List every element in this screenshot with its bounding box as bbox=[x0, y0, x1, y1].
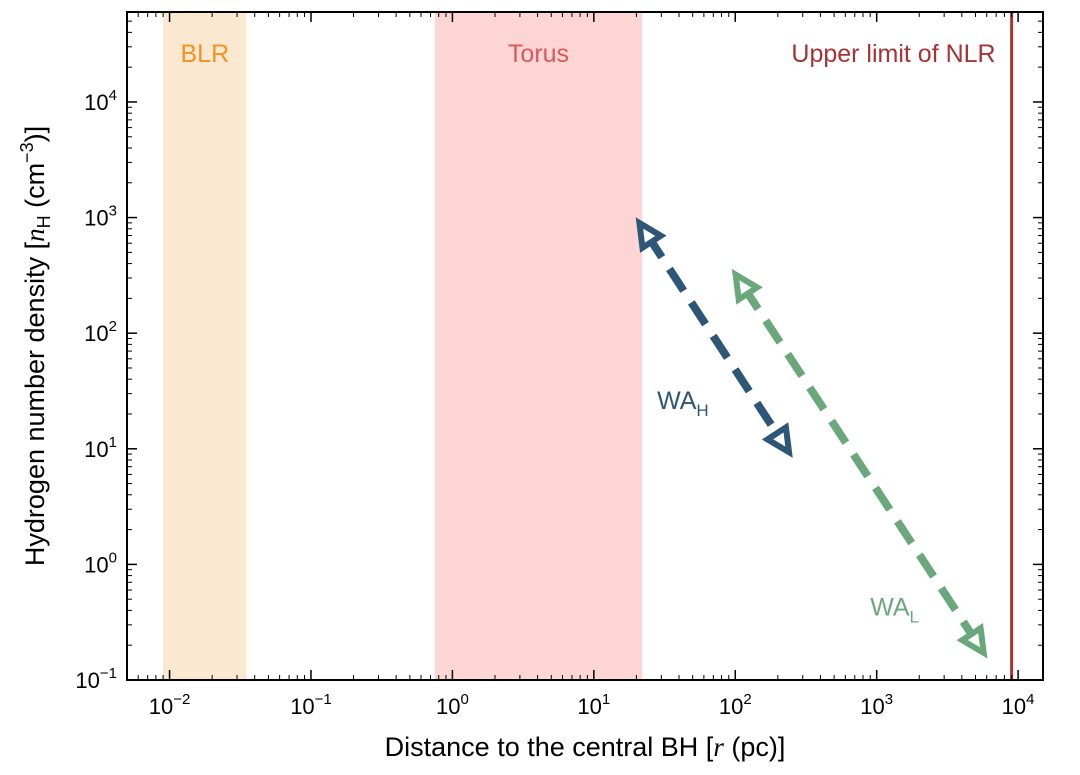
x-tick-label: 10−1 bbox=[290, 691, 332, 719]
region-torus-label: Torus bbox=[508, 40, 569, 68]
annotation-labels: BLR Torus Upper limit of NLR WAH WAL bbox=[180, 40, 995, 627]
y-axis-title: Hydrogen number density [nH (cm−3)] bbox=[17, 126, 54, 566]
plot-frame bbox=[126, 11, 1044, 681]
series-wa-h-end-marker bbox=[761, 422, 793, 458]
axis-ticks bbox=[126, 11, 1043, 681]
region-torus-band bbox=[434, 12, 643, 680]
region-blr-band bbox=[163, 12, 247, 680]
shaded-regions bbox=[163, 12, 643, 680]
y-tick-label: 101 bbox=[84, 434, 117, 462]
y-tick-label: 104 bbox=[84, 87, 117, 115]
series-wa-h-label: WAH bbox=[657, 387, 709, 420]
x-tick-label: 10−2 bbox=[149, 691, 191, 719]
series-wa-h-start-marker bbox=[635, 217, 667, 253]
data-series bbox=[635, 217, 988, 659]
x-tick-label: 100 bbox=[436, 691, 469, 719]
axis-tick-labels: 10−2 10−1 100 101 102 103 104 10−1 100 101 102 103 1… bbox=[75, 87, 1034, 719]
series-wa-l-end-marker bbox=[956, 622, 988, 659]
x-tick-label: 103 bbox=[860, 691, 893, 719]
y-tick-label: 102 bbox=[84, 318, 117, 346]
nlr-upper-limit-label: Upper limit of NLR bbox=[791, 40, 995, 68]
x-tick-label: 104 bbox=[1002, 691, 1035, 719]
x-axis-title: Distance to the central BH [r (pc)] bbox=[385, 732, 786, 762]
x-tick-label: 101 bbox=[577, 691, 610, 719]
y-tick-label: 103 bbox=[84, 203, 117, 231]
region-blr-label: BLR bbox=[180, 40, 229, 68]
y-tick-label: 100 bbox=[84, 549, 117, 577]
series-wa-l-start-marker bbox=[731, 268, 763, 305]
y-tick-label: 10−1 bbox=[75, 665, 117, 693]
x-tick-label: 102 bbox=[719, 691, 752, 719]
series-wa-l-line bbox=[740, 284, 979, 643]
series-wa-l-label: WAL bbox=[870, 594, 919, 627]
series-wa-h-line bbox=[644, 233, 785, 442]
